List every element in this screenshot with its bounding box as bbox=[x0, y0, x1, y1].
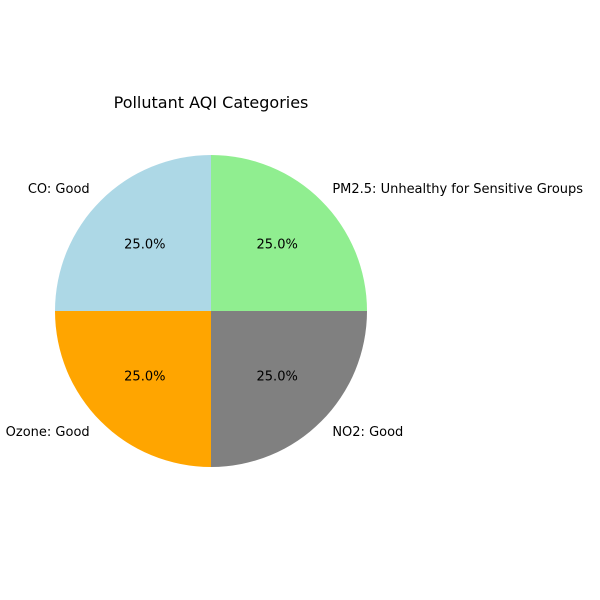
chart-title: Pollutant AQI Categories bbox=[114, 93, 309, 112]
slice-label: CO: Good bbox=[28, 182, 90, 197]
slice-percent-label: 25.0% bbox=[257, 370, 298, 385]
slice-label: PM2.5: Unhealthy for Sensitive Groups bbox=[332, 182, 583, 197]
slice-label: NO2: Good bbox=[332, 425, 403, 440]
slice-percent-label: 25.0% bbox=[124, 237, 165, 252]
slice-percent-label: 25.0% bbox=[257, 237, 298, 252]
slice-percent-label: 25.0% bbox=[124, 370, 165, 385]
pie-slice bbox=[55, 155, 211, 311]
slice-label: Ozone: Good bbox=[6, 425, 90, 440]
pie-slices bbox=[55, 155, 367, 467]
pie-slice bbox=[211, 155, 367, 311]
pie-slice bbox=[211, 311, 367, 467]
pie-labels: CO: Good 25.0% Ozone: Good 25.0% NO2: Good 25… bbox=[6, 182, 584, 440]
pie-slice bbox=[55, 311, 211, 467]
